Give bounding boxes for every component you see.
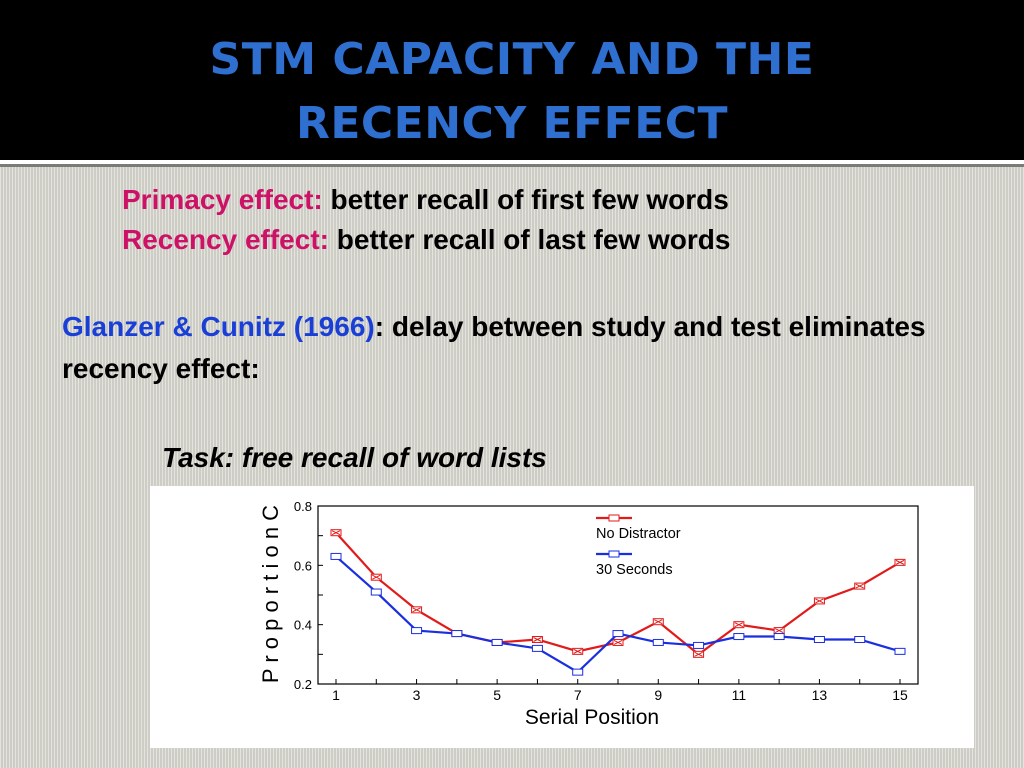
series-2-point	[652, 638, 664, 646]
x-tick-label: 5	[493, 687, 501, 703]
y-axis-label: P r o p o r t i o n C	[258, 505, 283, 683]
series-2-point	[491, 638, 503, 646]
slide-title-line-2: RECENCY EFFECT	[295, 98, 729, 149]
series-1-point-cross	[573, 648, 582, 654]
series-1-point-cross	[372, 574, 381, 580]
series-2-point	[733, 633, 745, 641]
chart-series	[330, 529, 906, 676]
series-2-point	[531, 644, 543, 652]
series-2-point	[813, 636, 825, 643]
x-tick-label: 11	[732, 687, 747, 703]
series-2-point	[370, 588, 382, 596]
primacy-text: better recall of first few words	[322, 184, 729, 215]
series-1-point-cross	[613, 640, 623, 645]
legend-label-1: No Distractor	[596, 526, 681, 542]
series-1-point-cross	[654, 619, 663, 625]
series-2-point	[330, 552, 342, 560]
legend-marker-2	[608, 550, 620, 558]
study-statement: Glanzer & Cunitz (1966): delay between s…	[62, 306, 962, 390]
primacy-definition: Primacy effect: better recall of first f…	[122, 180, 730, 220]
y-tick-label: 0.8	[294, 499, 312, 514]
recency-text: better recall of last few words	[328, 224, 731, 255]
legend-marker-1	[608, 514, 620, 522]
series-2-point	[411, 627, 423, 635]
chart-legend: No Distractor 30 Seconds	[596, 514, 681, 578]
series-1-point-cross	[734, 622, 744, 628]
slide-title-line-1: STM CAPACITY AND THE	[209, 34, 815, 85]
series-1-point-cross	[331, 530, 341, 536]
series-1-point-cross	[533, 637, 542, 642]
series-1-point-cross	[815, 598, 824, 604]
recency-label: Recency effect:	[122, 224, 329, 255]
series-2-point	[894, 647, 906, 655]
x-axis-label: Serial Position	[525, 706, 659, 729]
chart-axes: 1 3 5 7 9 11 13 150.20.40.60.8	[294, 499, 919, 703]
serial-position-chart: 1 3 5 7 9 11 13 150.20.40.60.8 No Distractor30 …	[258, 499, 919, 729]
x-tick-label: 13	[812, 687, 828, 703]
series-2-point	[693, 641, 705, 649]
chart-panel: 1 3 5 7 9 11 13 15 0.2 0.4 0.6 0.8 No Distractor 30 …	[150, 486, 974, 748]
series-1-point-cross	[774, 628, 784, 634]
study-reference: Glanzer & Cunitz (1966)	[62, 311, 375, 342]
series-2-point	[612, 630, 624, 638]
series-2-point	[451, 630, 463, 638]
study-text: : delay between study and test eliminate…	[62, 311, 926, 384]
x-tick-label: 15	[892, 687, 908, 703]
title-bar: STM CAPACITY AND THE RECENCY EFFECT	[0, 0, 1024, 164]
series-1-point-cross	[855, 583, 864, 589]
series-2-point	[854, 636, 866, 643]
primacy-label: Primacy effect:	[122, 184, 323, 215]
series-1-point-cross	[694, 651, 703, 657]
series-1-point-cross	[412, 607, 421, 613]
x-tick-label: 1	[332, 687, 340, 703]
task-caption: Task: free recall of word lists	[162, 442, 547, 473]
y-tick-label: 0.2	[294, 677, 312, 692]
study-end-colon: :	[250, 353, 260, 384]
recency-definition: Recency effect: better recall of last fe…	[122, 220, 730, 260]
x-tick-label: 9	[654, 687, 662, 703]
x-tick-label: 3	[413, 687, 421, 703]
y-tick-label: 0.6	[294, 558, 312, 573]
series-2-point	[773, 633, 785, 641]
series-1-point-cross	[895, 559, 905, 565]
legend-label-2: 30 Seconds	[596, 562, 673, 578]
x-tick-label: 7	[574, 687, 582, 703]
y-tick-label: 0.4	[294, 618, 312, 633]
series-2-point	[572, 668, 584, 676]
definitions-block: Primacy effect: better recall of first f…	[122, 180, 730, 260]
